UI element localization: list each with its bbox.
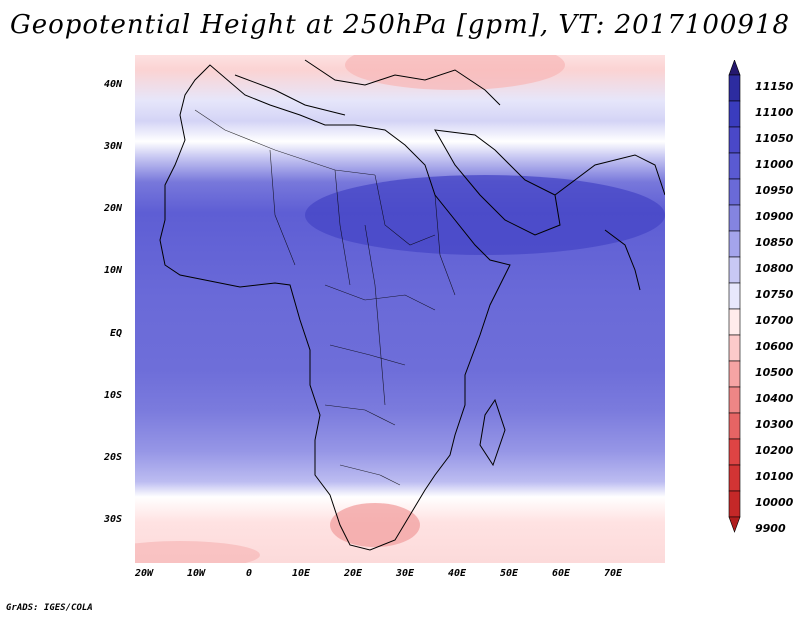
lon-label-0: 0	[246, 568, 253, 579]
lon-label-40e: 40E	[448, 568, 467, 579]
lat-label-30n: 30N	[104, 141, 123, 152]
colorbar-swatch	[728, 334, 741, 362]
colorbar-label-11150: 11150	[755, 80, 794, 93]
lat-label-eq: EQ	[110, 328, 123, 339]
lat-label-30s: 30S	[104, 514, 123, 525]
lon-label-30e: 30E	[396, 568, 415, 579]
colorbar-label-10900: 10900	[755, 210, 794, 223]
colorbar-label-11100: 11100	[755, 106, 794, 119]
colorbar-swatch	[728, 412, 741, 440]
lon-label-70e: 70E	[604, 568, 623, 579]
colorbar	[728, 60, 741, 533]
colorbar-swatch	[728, 256, 741, 284]
high-center	[305, 175, 665, 255]
lat-label-20s: 20S	[104, 452, 123, 463]
colorbar-label-10100: 10100	[755, 470, 794, 483]
colorbar-swatch	[728, 178, 741, 206]
lon-label-50e: 50E	[500, 568, 519, 579]
colorbar-bottom-arrow	[728, 516, 741, 533]
colorbar-label-10400: 10400	[755, 392, 794, 405]
colorbar-top-arrow	[728, 60, 741, 76]
colorbar-label-10700: 10700	[755, 314, 794, 327]
colorbar-swatch	[728, 464, 741, 492]
colorbar-swatch	[728, 282, 741, 310]
colorbar-label-10000: 10000	[755, 496, 794, 509]
height-field	[135, 55, 665, 563]
high-north	[345, 55, 565, 90]
lon-label-10e: 10E	[292, 568, 311, 579]
colorbar-swatch	[728, 438, 741, 466]
lat-label-20n: 20N	[104, 203, 123, 214]
colorbar-label-10500: 10500	[755, 366, 794, 379]
colorbar-label-10750: 10750	[755, 288, 794, 301]
lon-label-20e: 20E	[344, 568, 363, 579]
lon-label-10w: 10W	[187, 568, 206, 579]
colorbar-swatch	[728, 490, 741, 518]
lon-label-20w: 20W	[135, 568, 154, 579]
grads-credit: GrADS: IGES/COLA	[6, 603, 93, 613]
colorbar-swatch	[728, 360, 741, 388]
colorbar-label-10300: 10300	[755, 418, 794, 431]
colorbar-swatch	[728, 74, 741, 102]
colorbar-swatch	[728, 308, 741, 336]
borders	[194, 109, 456, 486]
colorbar-swatch	[728, 100, 741, 128]
colorbar-label-10800: 10800	[755, 262, 794, 275]
colorbar-swatch	[728, 126, 741, 154]
lat-label-10s: 10S	[104, 390, 123, 401]
lat-label-40n: 40N	[104, 79, 123, 90]
colorbar-label-10850: 10850	[755, 236, 794, 249]
lon-label-60e: 60E	[552, 568, 571, 579]
colorbar-label-10600: 10600	[755, 340, 794, 353]
coastlines	[159, 59, 665, 551]
geopotential-map	[135, 55, 665, 563]
colorbar-swatch	[728, 386, 741, 414]
chart-title: Geopotential Height at 250hPa [gpm], VT:…	[9, 10, 791, 40]
lat-label-10n: 10N	[104, 265, 123, 276]
low-south	[330, 503, 420, 547]
colorbar-swatch	[728, 230, 741, 258]
colorbar-swatch	[728, 152, 741, 180]
colorbar-swatch	[728, 204, 741, 232]
colorbar-label-10950: 10950	[755, 184, 794, 197]
colorbar-label-11000: 11000	[755, 158, 794, 171]
colorbar-label-9900: 9900	[755, 522, 786, 535]
colorbar-label-10200: 10200	[755, 444, 794, 457]
colorbar-label-11050: 11050	[755, 132, 794, 145]
